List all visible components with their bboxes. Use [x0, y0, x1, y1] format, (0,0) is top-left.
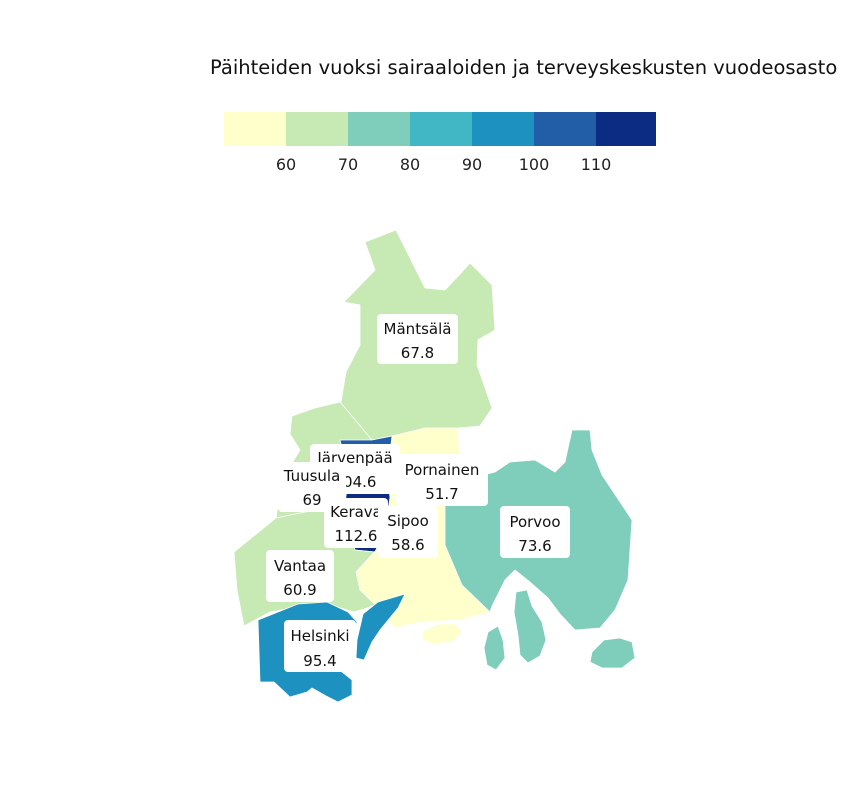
label-mantsala: Mäntsälä 67.8: [377, 314, 458, 364]
legend-swatch: [224, 112, 286, 146]
municipality-value: 95.4: [303, 652, 336, 670]
municipality-value: 67.8: [401, 344, 434, 362]
legend-tick-label: 90: [462, 155, 482, 174]
municipality-value: 51.7: [425, 485, 458, 503]
map-title: Päihteiden vuoksi sairaaloiden ja tervey…: [210, 56, 838, 79]
legend-swatch: [472, 112, 534, 146]
region-porvoo-island: [483, 625, 506, 671]
label-box: [378, 506, 438, 558]
municipality-value: 69: [302, 491, 321, 509]
label-box: [284, 620, 356, 672]
municipality-name: Porvoo: [509, 513, 560, 531]
region-porvoo-island: [589, 637, 636, 669]
legend-tick-label: 60: [276, 155, 296, 174]
municipality-value: 60.9: [283, 581, 316, 599]
legend-swatch: [286, 112, 348, 146]
legend-tick-label: 80: [400, 155, 420, 174]
municipality-name: Pornainen: [405, 461, 480, 479]
legend-swatch: [534, 112, 596, 146]
legend-swatch: [410, 112, 472, 146]
municipality-value: 58.6: [391, 536, 424, 554]
label-sipoo: Sipoo 58.6: [378, 506, 438, 558]
legend-swatch: [348, 112, 410, 146]
label-box: [324, 498, 388, 548]
label-box: [396, 454, 488, 506]
region-labels: Mäntsälä 67.8 Järvenpää 104.6 Pornainen …: [266, 314, 570, 672]
municipality-name: Mäntsälä: [384, 320, 452, 338]
region-helsinki-part: [355, 593, 406, 661]
label-box: [266, 550, 334, 602]
municipality-value: 73.6: [518, 537, 551, 555]
municipality-name: Sipoo: [387, 512, 429, 530]
legend-tick-label: 100: [519, 155, 550, 174]
label-vantaa: Vantaa 60.9: [266, 550, 334, 602]
legend-swatch: [596, 112, 656, 146]
municipality-name: Helsinki: [290, 627, 349, 645]
label-box: [377, 314, 458, 364]
label-kerava: Kerava 112.6: [324, 498, 388, 548]
legend-tick-label: 110: [581, 155, 612, 174]
label-pornainen: Pornainen 51.7: [396, 454, 488, 506]
municipality-name: Kerava: [330, 503, 382, 521]
legend: 60 70 80 90 100 110: [224, 112, 656, 174]
label-helsinki: Helsinki 95.4: [284, 620, 356, 672]
municipality-value: 112.6: [335, 527, 378, 545]
region-porvoo-island: [513, 589, 547, 664]
label-box: [500, 506, 570, 558]
municipality-name: Vantaa: [274, 557, 326, 575]
label-porvoo: Porvoo 73.6: [500, 506, 570, 558]
region-sipoo-island: [421, 623, 463, 645]
municipality-name: Tuusula: [283, 467, 341, 485]
legend-tick-label: 70: [338, 155, 358, 174]
